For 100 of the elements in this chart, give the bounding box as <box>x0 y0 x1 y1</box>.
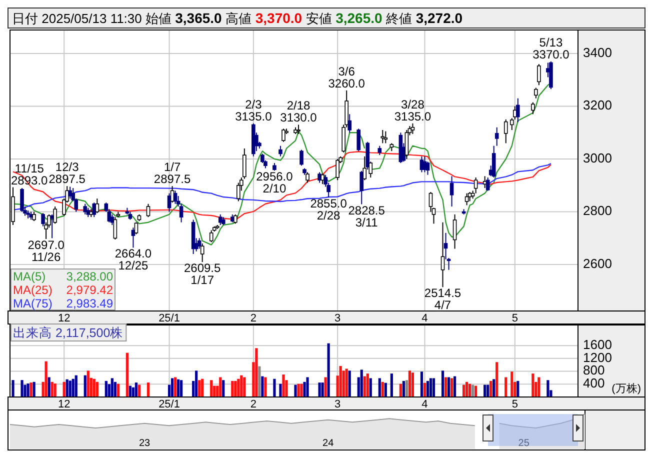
bar <box>432 378 436 397</box>
bar <box>429 378 432 397</box>
y-tick-label: 1600 <box>583 337 612 352</box>
bar <box>300 384 303 397</box>
x-tick-label: 2 <box>250 398 256 410</box>
x-tick-label: 25/1 <box>158 398 180 410</box>
annotation: 3/28 3135.0 <box>394 97 432 124</box>
bar <box>484 384 486 397</box>
bar <box>66 379 68 397</box>
bar <box>318 382 321 397</box>
x-tick-label: 4 <box>422 398 428 410</box>
bar <box>114 382 116 397</box>
bar <box>466 382 468 397</box>
bar <box>324 377 327 397</box>
bar <box>468 384 472 397</box>
y-tick-label: 400 <box>583 376 605 391</box>
annotation: 2664.0 12/25 <box>114 246 152 273</box>
bar <box>96 382 98 397</box>
bar <box>279 384 282 397</box>
bar <box>294 384 297 397</box>
bar <box>180 380 183 397</box>
annotation: 2855.0 2/28 <box>310 196 348 222</box>
y-tick-label: 2600 <box>583 256 612 271</box>
y-tick-label: 3200 <box>583 98 612 113</box>
bar <box>138 384 141 397</box>
bar <box>134 382 138 397</box>
bar <box>261 376 264 397</box>
y-tick-label: 3000 <box>583 150 612 166</box>
bar <box>222 380 225 397</box>
bar <box>297 384 300 397</box>
bar <box>532 374 534 397</box>
bar <box>176 379 180 397</box>
bar <box>405 380 408 397</box>
bar <box>258 366 261 397</box>
bar <box>306 377 309 397</box>
bar <box>411 372 414 397</box>
x-tick-label: 24 <box>322 438 334 449</box>
y-tick-label: 800 <box>583 362 605 378</box>
annotation: 5/13 3370.0 <box>532 35 570 62</box>
bar <box>174 377 177 397</box>
annotation: 2514.5 4/7 <box>424 286 462 312</box>
annotation: 2,979.42 <box>66 283 114 297</box>
annotation: 2609.5 1/17 <box>184 261 222 288</box>
bar <box>231 380 234 397</box>
bar <box>474 386 478 397</box>
y-tick-label: 1200 <box>583 350 612 365</box>
bar <box>74 375 78 397</box>
bar <box>128 386 132 397</box>
bar <box>490 380 492 397</box>
bar <box>255 348 258 397</box>
bar <box>62 382 66 397</box>
bar <box>20 380 24 397</box>
bar <box>399 384 402 397</box>
bar <box>146 382 150 397</box>
x-tick-label: 3 <box>334 398 341 410</box>
bar <box>321 382 324 397</box>
bar <box>32 382 36 397</box>
bar <box>86 370 90 397</box>
x-tick-label: 25/1 <box>158 312 180 324</box>
bar <box>538 377 540 397</box>
bar <box>426 380 430 397</box>
bar <box>345 368 348 397</box>
annotation: 2828.5 3/11 <box>348 203 386 230</box>
y-axis-title: (万株) <box>612 382 641 395</box>
header: 日付 2025/05/13 11:30 始値 3,365.0 高値 3,370.0 安値 3,265.0 終値 3,272.0 <box>8 8 646 28</box>
bar <box>84 375 86 397</box>
x-tick-label: 12 <box>58 398 70 410</box>
bar <box>360 370 363 397</box>
annotation: 3,288.00 <box>66 270 114 284</box>
bar <box>363 376 366 397</box>
bar <box>68 380 72 397</box>
bar <box>348 370 351 397</box>
annotation: 2,983.49 <box>66 296 114 310</box>
bar <box>462 384 466 397</box>
bar <box>486 384 490 397</box>
annotation: 2/18 3130.0 <box>280 98 318 125</box>
bar <box>110 378 114 397</box>
bar <box>219 377 222 397</box>
annotation: 12/3 2897.5 <box>48 160 86 186</box>
x-tick-label: 5 <box>512 312 518 324</box>
bar <box>54 384 56 397</box>
bar <box>423 382 426 397</box>
bar <box>104 380 108 397</box>
x-tick-label: 25 <box>518 438 530 449</box>
bar <box>408 370 412 397</box>
annotation: 2/3 3135.0 <box>235 97 272 124</box>
bar <box>195 370 198 397</box>
x-tick-label: 2 <box>250 312 256 324</box>
bar <box>504 377 508 397</box>
bar <box>546 380 550 397</box>
bar <box>472 384 474 397</box>
bar <box>26 384 30 397</box>
bar <box>243 377 246 397</box>
bar <box>201 378 204 397</box>
bar <box>273 378 276 397</box>
bar <box>492 379 496 397</box>
bar <box>198 380 201 397</box>
bar <box>116 384 120 397</box>
bar <box>453 376 456 397</box>
x-tick-label: 23 <box>139 438 151 449</box>
